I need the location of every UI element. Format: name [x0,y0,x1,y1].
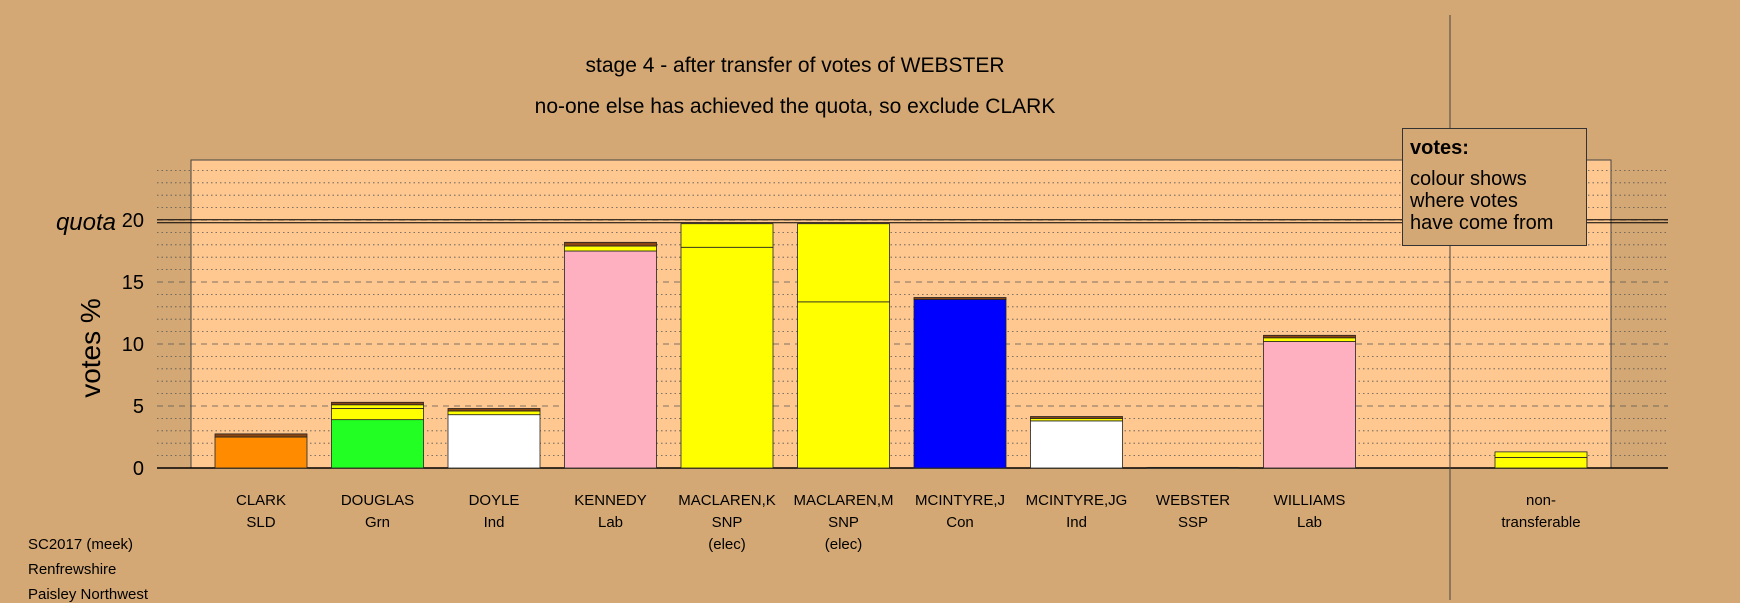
nontransferable-label-line0: non- [1526,492,1556,509]
bar-kennedy-segment [564,245,657,252]
candidate-label-line0: DOYLE [469,492,520,509]
bar-maclarenm-segment [797,223,890,303]
quota-label: quota [56,209,116,236]
candidate-label-line0: KENNEDY [574,492,647,509]
y-tick-label: 15 [122,272,144,294]
bar-mcintyrejg-segment [1030,416,1123,419]
y-tick-label: 0 [133,458,144,480]
bar-douglas-segment [331,404,424,409]
chart-subtitle: no-one else has achieved the quota, so e… [534,95,1056,118]
bar-kennedy-segment [564,241,657,247]
bar-mcintyrej-segment [913,297,1007,300]
candidate-label-line1: Ind [1066,514,1087,531]
bar-maclarenk-segment [680,246,774,469]
bar-williams-segment [1263,337,1356,342]
candidate-label-line0: DOUGLAS [341,492,414,509]
candidate-label-line2: (elec) [708,536,746,553]
y-tick-label: 5 [133,396,144,418]
candidate-label-line0: MACLAREN,K [678,492,776,509]
bar-clark-segment [214,436,308,469]
x-labels: CLARK SLD DOUGLAS Grn DOYLE Ind KENNEDY Lab MACL… [236,492,1581,553]
y-tick-label: 10 [122,334,144,356]
candidate-label-line2: (elec) [825,536,863,553]
candidate-label-line1: SNP [828,514,859,531]
nontransferable-label-line1: transferable [1501,514,1580,531]
legend-box: votes: colour shows where votes have com… [1402,128,1587,246]
bar-maclarenk-segment [680,223,774,248]
footer-council: Renfrewshire [28,561,117,578]
candidate-label-line1: Lab [1297,514,1322,531]
bar-williams-segment [1263,334,1356,339]
bar-mcintyrejg-segment [1030,420,1123,469]
candidate-label-line1: Ind [484,514,505,531]
candidate-label-line1: SNP [712,514,743,531]
bar-williams-segment [1263,341,1356,469]
legend-line: where votes [1410,190,1518,212]
chart-title: stage 4 - after transfer of votes of WEB… [585,54,1005,77]
legend-heading: votes: [1410,137,1469,159]
bar-maclarenm-segment [797,301,890,469]
y-axis-label: votes % [75,298,106,398]
bar-nontransferable-segment [1494,451,1588,458]
legend-line: colour shows [1410,168,1527,190]
bar-doyle-segment [447,410,541,416]
footer-election: SC2017 (meek) [28,536,134,553]
candidate-label-line0: WILLIAMS [1274,492,1346,509]
bar-doyle-segment [447,408,541,412]
candidate-label-line0: MACLAREN,M [793,492,893,509]
bar-mcintyrej-segment [913,298,1007,469]
candidate-label-line0: MCINTYRE,JG [1026,492,1128,509]
y-axis: 0 5 10 15 20 votes % quota [56,209,144,480]
candidate-label-line1: Grn [365,514,390,531]
legend-line: have come from [1410,212,1554,234]
candidate-label-line1: Con [946,514,974,531]
candidate-label-line1: SLD [246,514,275,531]
bar-webster-segment [1146,466,1240,469]
bar-douglas-segment [331,408,424,421]
candidate-label-line0: MCINTYRE,J [915,492,1005,509]
bar-clark-segment [214,433,308,438]
candidate-label-line0: CLARK [236,492,286,509]
candidate-label-line0: WEBSTER [1156,492,1230,509]
bar-douglas-segment [331,419,424,469]
bar-kennedy-segment [564,250,657,469]
bar-douglas-segment [331,401,424,406]
y-tick-label: 20 [122,210,144,232]
candidate-label-line1: SSP [1178,514,1208,531]
bars [214,223,1588,469]
plot-area [190,159,1612,469]
bar-nontransferable-segment [1494,457,1588,469]
bar-doyle-segment [447,414,541,469]
candidate-label-line1: Lab [598,514,623,531]
footer-ward: Paisley Northwest [28,586,149,603]
